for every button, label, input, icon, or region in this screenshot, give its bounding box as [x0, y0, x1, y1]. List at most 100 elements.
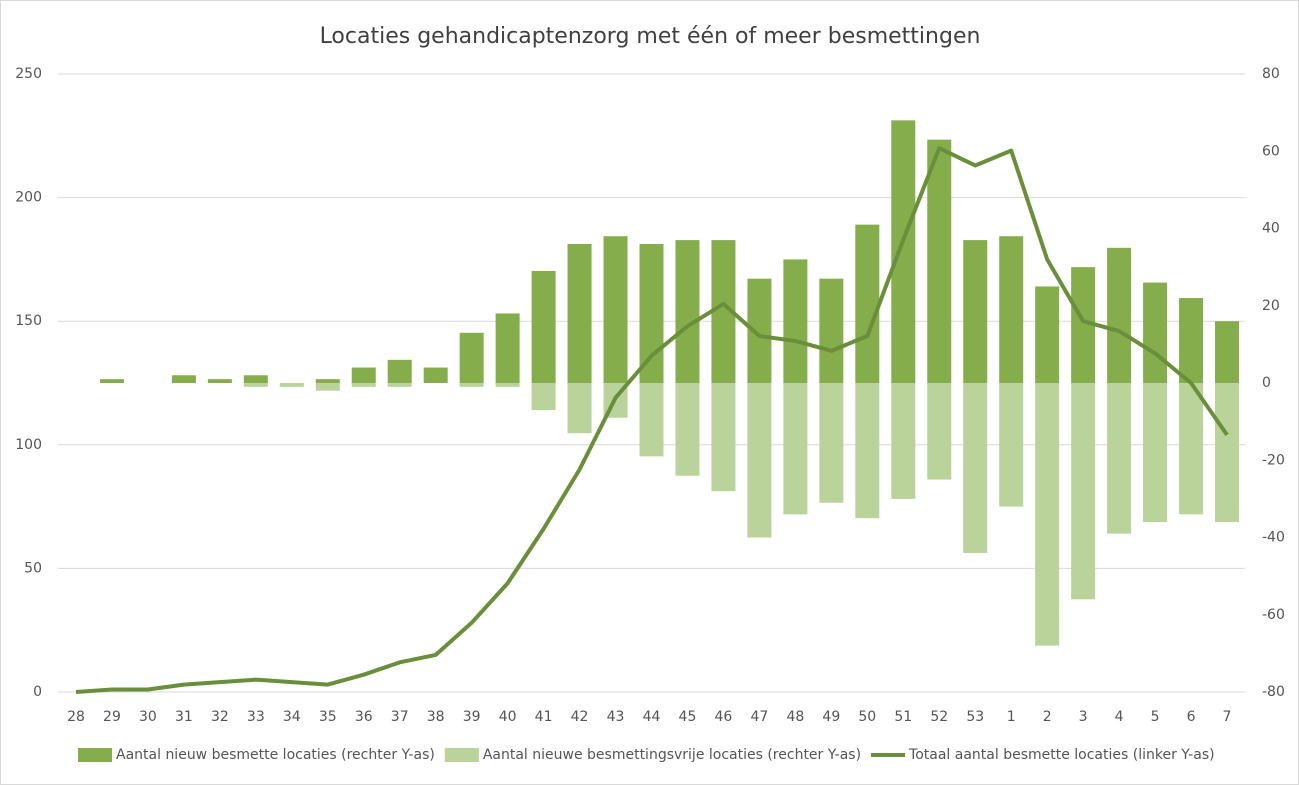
- bar: [963, 240, 988, 383]
- bar: [1071, 383, 1096, 600]
- x-tick-label: 33: [247, 709, 265, 725]
- x-tick-label: 40: [499, 709, 517, 725]
- bar: [459, 332, 484, 383]
- bar: [423, 367, 448, 383]
- x-tick-label: 51: [894, 709, 912, 725]
- bar: [1179, 383, 1204, 515]
- x-tick-label: 35: [319, 709, 337, 725]
- bar: [711, 383, 736, 492]
- bar: [855, 383, 880, 519]
- x-tick-label: 4: [1115, 709, 1124, 725]
- x-tick-label: 37: [391, 709, 409, 725]
- bar: [819, 278, 844, 383]
- bar: [927, 139, 952, 383]
- bar: [1179, 298, 1204, 383]
- bar: [1035, 286, 1060, 383]
- x-tick-label: 47: [750, 709, 768, 725]
- y2-tick-label: 60: [1262, 143, 1280, 159]
- y2-tick-label: -40: [1262, 530, 1285, 546]
- x-tick-label: 46: [715, 709, 733, 725]
- y2-tick-label: 80: [1262, 66, 1280, 82]
- x-tick-label: 28: [67, 709, 85, 725]
- x-tick-label: 34: [283, 709, 301, 725]
- bar: [351, 383, 376, 387]
- bar: [495, 383, 520, 387]
- bar: [891, 383, 916, 499]
- bar: [1215, 383, 1240, 523]
- x-tick-label: 32: [211, 709, 229, 725]
- x-tick-label: 2: [1043, 709, 1052, 725]
- bar: [1143, 282, 1168, 383]
- legend-swatch: [78, 748, 112, 762]
- x-tick-label: 5: [1151, 709, 1160, 725]
- bar: [171, 375, 196, 383]
- bar: [783, 383, 808, 515]
- x-tick-label: 44: [643, 709, 661, 725]
- x-tick-label: 48: [786, 709, 804, 725]
- bar: [1035, 383, 1060, 646]
- x-tick-label: 50: [858, 709, 876, 725]
- y-tick-label: 0: [33, 684, 42, 700]
- bar: [387, 383, 412, 387]
- legend-label: Aantal nieuwe besmettingsvrije locaties …: [483, 747, 861, 763]
- line: [75, 146, 1229, 694]
- x-tick-label: 53: [966, 709, 984, 725]
- x-tick-label: 6: [1187, 709, 1196, 725]
- bar: [567, 383, 592, 434]
- x-tick-label: 45: [679, 709, 697, 725]
- y2-tick-label: -20: [1262, 452, 1285, 468]
- bar: [999, 236, 1024, 383]
- y-tick-label: 50: [24, 560, 42, 576]
- bar: [243, 375, 268, 383]
- x-tick-label: 49: [822, 709, 840, 725]
- bar: [1107, 383, 1132, 534]
- y-tick-label: 100: [15, 437, 42, 453]
- bar: [351, 367, 376, 383]
- legend-label: Totaal aantal besmette locaties (linker …: [908, 747, 1215, 763]
- bar: [999, 383, 1024, 507]
- bar: [279, 383, 304, 387]
- bar: [315, 383, 340, 391]
- bar: [639, 383, 664, 457]
- bar: [927, 383, 952, 480]
- bar: [675, 383, 700, 476]
- bar: [819, 383, 844, 503]
- y2-tick-label: 0: [1262, 375, 1271, 391]
- legend-swatch: [444, 748, 479, 762]
- x-tick-label: 52: [930, 709, 948, 725]
- x-tick-label: 30: [139, 709, 157, 725]
- x-tick-label: 29: [103, 709, 121, 725]
- y2-tick-label: 40: [1262, 221, 1280, 237]
- bar: [1143, 383, 1168, 523]
- chart-title: Locaties gehandicaptenzorg met één of me…: [320, 24, 981, 49]
- bar: [243, 383, 268, 387]
- bar: [1215, 321, 1240, 383]
- bar: [783, 259, 808, 383]
- bar: [639, 243, 664, 383]
- bar: [459, 383, 484, 387]
- x-tick-label: 39: [463, 709, 481, 725]
- y-tick-label: 200: [15, 190, 42, 206]
- x-tick-label: 1: [1007, 709, 1016, 725]
- bar: [531, 270, 556, 383]
- bar: [855, 224, 880, 383]
- x-tick-label: 7: [1223, 709, 1232, 725]
- bar: [963, 383, 988, 553]
- bar: [531, 383, 556, 411]
- x-tick-label: 41: [535, 709, 553, 725]
- bar: [207, 379, 232, 383]
- y-tick-label: 150: [15, 313, 42, 329]
- y2-tick-label: 20: [1262, 298, 1280, 314]
- y2-tick-label: -80: [1262, 684, 1285, 700]
- bar: [747, 383, 772, 538]
- bar: [315, 379, 340, 383]
- bar: [495, 313, 520, 383]
- y2-tick-label: -60: [1262, 607, 1285, 623]
- x-tick-label: 3: [1079, 709, 1088, 725]
- bar: [567, 243, 592, 383]
- bar: [603, 236, 628, 383]
- bar: [387, 359, 412, 383]
- bar: [891, 120, 916, 383]
- x-tick-label: 43: [607, 709, 625, 725]
